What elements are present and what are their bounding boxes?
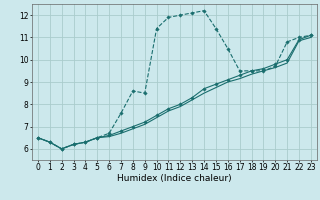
X-axis label: Humidex (Indice chaleur): Humidex (Indice chaleur): [117, 174, 232, 183]
